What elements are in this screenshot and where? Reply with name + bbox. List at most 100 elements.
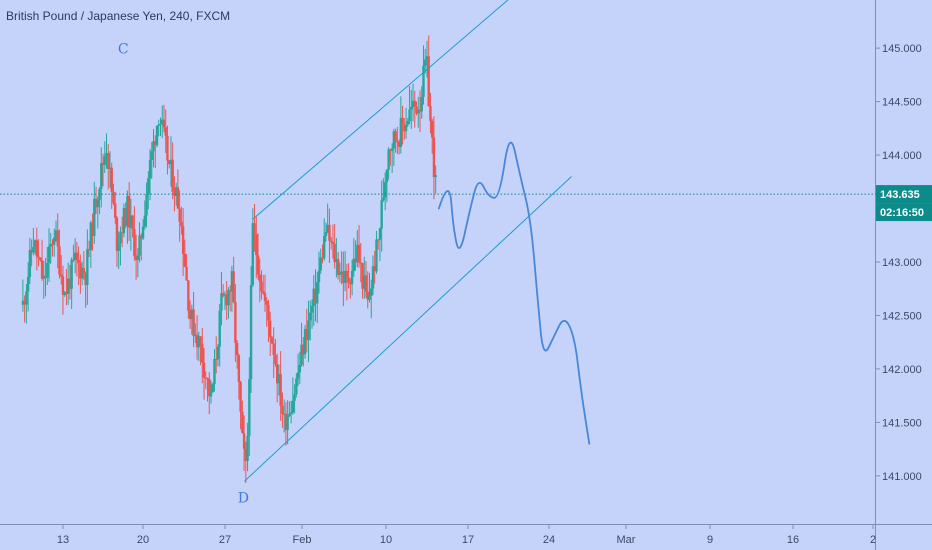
candle-body (403, 125, 406, 132)
drawing-group: C E D (0, 0, 876, 507)
candle-body (399, 117, 403, 147)
candle-body (422, 65, 425, 98)
channel-line[interactable] (244, 176, 572, 482)
candle-body (58, 246, 61, 275)
candle-body (364, 275, 368, 292)
candle-body (119, 232, 122, 244)
candle-body (296, 372, 300, 379)
time-tick-label: 13 (57, 534, 69, 546)
candle-body (108, 167, 112, 169)
candle-body (326, 224, 329, 233)
candle-body (220, 293, 223, 311)
candle-body (84, 273, 87, 285)
candle-body (331, 241, 335, 244)
price-axis[interactable]: 141.000141.500142.000142.500143.000143.5… (876, 43, 932, 483)
candle-group (21, 35, 437, 484)
candle-body (249, 285, 253, 380)
candle-body (404, 124, 408, 132)
candle-body (26, 277, 30, 292)
candle-body (86, 249, 89, 285)
candle-body (202, 362, 206, 378)
channel-line[interactable] (252, 0, 514, 220)
candle-body (289, 412, 293, 414)
candle-body (302, 344, 305, 355)
candle-body (124, 208, 127, 227)
candle-body (107, 153, 110, 169)
candle-body (162, 119, 166, 128)
candle-body (114, 203, 117, 218)
time-tick-label: Mar (617, 534, 636, 546)
candle-body (288, 413, 291, 416)
candle-body (397, 141, 401, 147)
candle-body (333, 243, 336, 263)
candle-body (112, 191, 115, 204)
candle-body (370, 288, 373, 297)
candle-body (164, 127, 167, 136)
candle-body (204, 377, 207, 379)
candle-body (279, 374, 282, 406)
candle-body (336, 259, 340, 275)
candle-body (408, 109, 411, 122)
candle-body (181, 226, 185, 254)
candle-body (44, 275, 47, 278)
candle-body (380, 200, 383, 229)
price-tick-label: 144.500 (882, 97, 922, 109)
countdown-tag (876, 203, 932, 222)
candle-body (145, 194, 148, 216)
candle-body (272, 343, 275, 356)
candle-body (166, 135, 169, 161)
candle-body (385, 169, 389, 183)
candle-body (216, 346, 220, 360)
candle-body (401, 117, 404, 126)
candle-body (368, 296, 371, 300)
candle-body (82, 267, 86, 274)
candle-body (39, 257, 42, 261)
time-axis[interactable]: 13 20 27 Feb 10 17 24 Mar 9 16 2 (57, 524, 876, 546)
projection-path[interactable] (437, 141, 591, 445)
candle-body (371, 266, 375, 289)
candle-body (383, 182, 387, 198)
candle-body (122, 208, 126, 234)
candle-body (101, 163, 105, 165)
candle-body (171, 159, 174, 192)
time-tick-label: 10 (380, 534, 392, 546)
candle-body (100, 163, 103, 189)
candle-body (269, 320, 272, 338)
candle-body (281, 405, 284, 414)
candle-body (187, 280, 190, 311)
candle-body (77, 259, 80, 264)
candle-body (42, 275, 45, 279)
candle-body (232, 271, 235, 303)
candle-body (105, 153, 108, 157)
candle-body (430, 121, 434, 138)
candle-body (223, 294, 227, 296)
candle-body (53, 237, 56, 245)
candle-body (382, 197, 385, 201)
candle-body (387, 149, 390, 170)
time-tick-label: Feb (293, 534, 312, 546)
price-tick-label: 145.000 (882, 43, 922, 55)
candle-body (70, 259, 73, 289)
candle-body (363, 275, 366, 289)
price-tick-label: 142.000 (882, 364, 922, 376)
candle-body (168, 160, 171, 165)
price-tick-label: 141.000 (882, 471, 922, 483)
candle-body (345, 270, 349, 278)
candle-body (159, 123, 162, 125)
candle-body (54, 230, 58, 238)
candle-body (303, 329, 307, 355)
wave-label-d: D (238, 491, 249, 507)
candle-body (321, 257, 324, 259)
candle-body (66, 278, 70, 294)
candle-body (434, 174, 437, 177)
price-tag (876, 185, 932, 204)
candle-body (201, 343, 204, 363)
candle-body (61, 276, 65, 295)
candle-body (21, 300, 25, 305)
candle-body (35, 240, 39, 257)
candle-body (323, 236, 326, 259)
time-tick-label: 17 (462, 534, 474, 546)
candle-body (366, 291, 369, 300)
